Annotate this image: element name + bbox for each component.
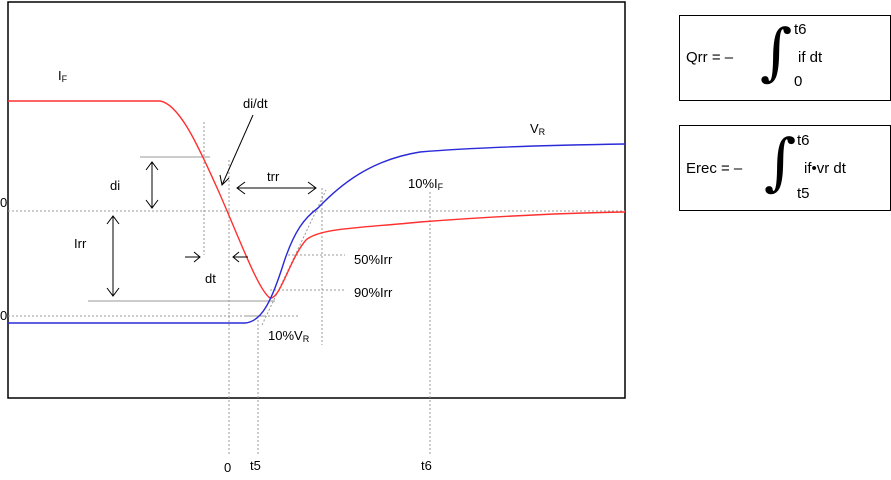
didt-pointer [221, 114, 254, 186]
vr-curve [8, 143, 626, 324]
pct90-irr-label: 90%Irr [354, 285, 393, 300]
dt-label: dt [205, 271, 216, 286]
qrr-formula-box: Qrr = – ∫ t6 0 if dt [679, 15, 891, 101]
pct10-if-label: 10%IF [408, 176, 444, 192]
dt-arrow-left-head [193, 251, 201, 263]
qrr-integrand: if dt [798, 49, 823, 66]
axis-label-zero: 0 [224, 460, 231, 475]
pct50-irr-label: 50%Irr [354, 252, 393, 267]
if-curve [8, 100, 626, 299]
left-zero-top: 0 [0, 195, 7, 210]
qrr-lower-limit: 0 [794, 73, 803, 90]
erec-integrand: if•vr dt [804, 160, 846, 177]
irr-arrow-head-top [106, 215, 120, 225]
didt-pointer-head [219, 174, 230, 187]
integral-sign-icon: ∫ [760, 15, 793, 88]
vr-label: VR [530, 121, 546, 137]
erec-formula-box: Erec = – ∫ t6 t5 if•vr dt [679, 125, 891, 211]
qrr-lhs: Qrr = – [686, 49, 734, 66]
erec-upper-limit: t6 [797, 132, 810, 149]
trr-arrow-head-left [236, 181, 246, 195]
pct10-vr-label: 10%VR [268, 328, 310, 344]
di-label: di [110, 178, 120, 193]
trr-arrow-head-right [307, 181, 317, 195]
dt-arrow-right-head [232, 251, 240, 263]
if-label: IF [58, 68, 68, 84]
axis-label-t5: t5 [250, 458, 261, 473]
di-arrow-head-top [145, 161, 159, 171]
erec-lhs: Erec = – [686, 160, 743, 177]
integral-sign-icon: ∫ [764, 125, 797, 198]
erec-lower-limit: t5 [797, 185, 810, 202]
irr-arrow-head-bottom [106, 287, 120, 297]
qrr-upper-limit: t6 [794, 21, 807, 38]
axis-label-t6: t6 [421, 458, 432, 473]
trr-label: trr [267, 169, 280, 184]
irr-label: Irr [74, 236, 87, 251]
di-arrow-head-bottom [145, 199, 159, 209]
left-zero-bottom: 0 [0, 308, 7, 323]
tangent-line [261, 189, 327, 326]
plot-frame [7, 1, 626, 399]
didt-label: di/dt [243, 96, 268, 111]
